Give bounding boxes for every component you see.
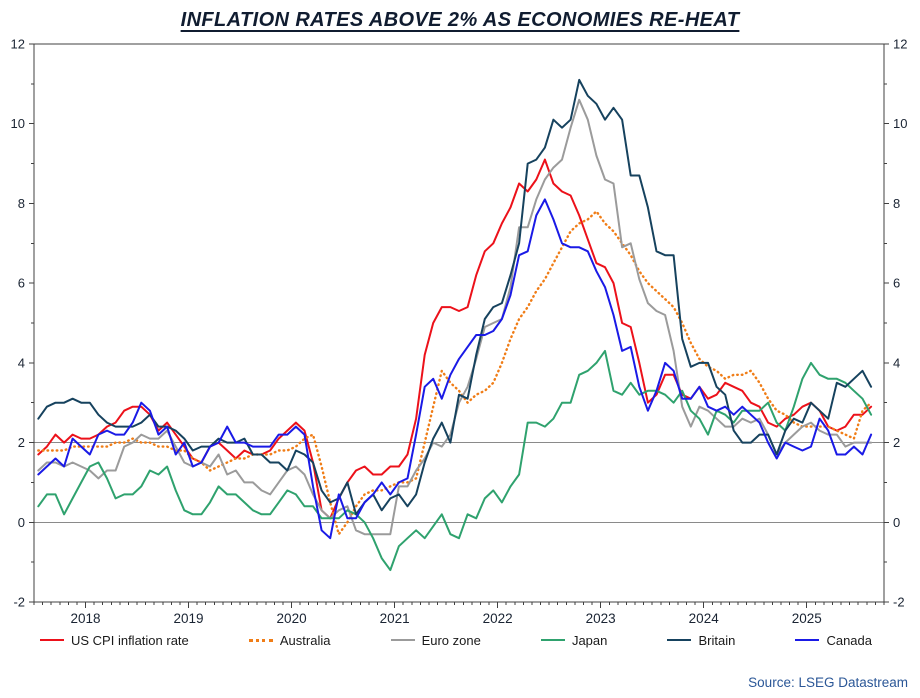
y-tick-label-right: 10 (893, 116, 907, 131)
y-tick-label-right: 8 (893, 196, 900, 211)
chart-container: INFLATION RATES ABOVE 2% AS ECONOMIES RE… (0, 9, 920, 690)
reference-lines (34, 442, 884, 523)
x-tick-label: 2023 (586, 611, 616, 626)
series-line-britain (37, 78, 873, 516)
x-tick-label: 2019 (174, 611, 204, 626)
chart-legend: US CPI inflation rate Australia Euro zone J… (0, 628, 920, 652)
series-line-canada (37, 198, 873, 540)
series-line-us-cpi-inflation-rate (37, 158, 873, 520)
y-tick-label-right: 12 (893, 37, 907, 52)
y-tick-label-right: 6 (893, 276, 900, 291)
legend-item-britain: Britain (667, 633, 735, 648)
y-tick-label-left: 0 (18, 515, 25, 530)
legend-item-us-cpi-inflation-rate: US CPI inflation rate (40, 633, 189, 648)
series-line-australia (37, 210, 873, 536)
legend-label: Australia (279, 632, 331, 648)
y-tick-label-left: 10 (11, 116, 25, 131)
series-lines (37, 78, 873, 572)
y-tick-label-left: 8 (18, 196, 25, 211)
x-tick-label: 2020 (277, 611, 307, 626)
legend-item-australia: Australia (248, 632, 331, 648)
y-tick-label-left: 4 (18, 355, 25, 370)
legend-item-japan: Japan (540, 632, 608, 648)
legend-label: US CPI inflation rate (71, 632, 189, 648)
y-tick-label-right: 2 (893, 435, 900, 450)
chart-title: INFLATION RATES ABOVE 2% AS ECONOMIES RE… (180, 9, 740, 31)
legend-swatch (667, 639, 692, 641)
y-tick-label-left: -2 (13, 595, 25, 610)
y-tick-label-right: -2 (893, 595, 905, 610)
source-attribution: Source: LSEG Datastream (748, 675, 908, 690)
legend-item-canada: Canada (795, 633, 872, 648)
legend-swatch (40, 639, 64, 641)
legend-label: Canada (826, 632, 872, 648)
x-tick-label: 2021 (380, 611, 410, 626)
plot-frame (33, 43, 885, 603)
legend-label: Euro zone (421, 632, 481, 648)
y-tick-label-right: 0 (893, 515, 900, 530)
legend-label: Britain (698, 632, 736, 648)
y-tick-label-left: 6 (18, 276, 25, 291)
x-tick-label: 2022 (483, 611, 513, 626)
legend-swatch (390, 639, 415, 641)
legend-item-euro-zone: Euro zone (390, 632, 481, 648)
x-tick-label: 2018 (70, 611, 100, 626)
y-tick-label-left: 12 (11, 37, 25, 52)
legend-swatch (248, 638, 273, 642)
legend-swatch (795, 639, 820, 641)
x-tick-label: 2024 (689, 611, 720, 626)
legend-label: Japan (571, 632, 608, 648)
y-tick-label-right: 4 (893, 355, 900, 370)
x-tick-label: 2025 (792, 611, 822, 626)
y-tick-label-left: 2 (18, 435, 25, 450)
x-axis: 2018 2019 2020 2021 2022 2023 2024 2025 (33, 602, 885, 626)
legend-swatch (540, 639, 565, 641)
series-line-japan (37, 349, 873, 572)
y-axis: -2 -2 0 0 2 2 4 4 6 6 8 8 10 10 12 12 (11, 37, 908, 610)
